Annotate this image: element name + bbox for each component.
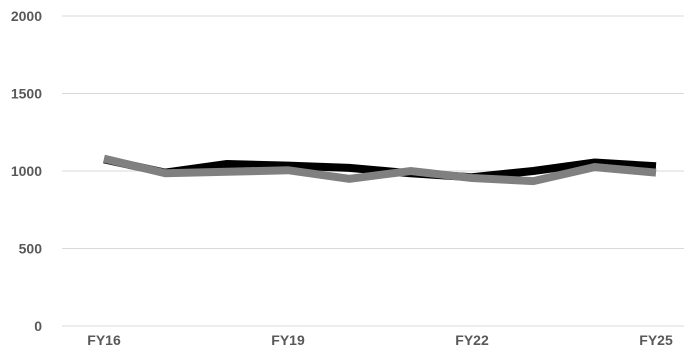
y-tick-label: 2000 xyxy=(11,8,42,24)
x-tick-label: FY25 xyxy=(639,332,673,348)
x-tick-label: FY19 xyxy=(271,332,305,348)
y-tick-label: 1000 xyxy=(11,163,42,179)
y-tick-label: 0 xyxy=(34,318,42,334)
y-tick-label: 1500 xyxy=(11,86,42,102)
x-tick-label: FY16 xyxy=(87,332,121,348)
y-tick-label: 500 xyxy=(19,241,43,257)
series-line-1 xyxy=(103,155,657,182)
series-line-2 xyxy=(103,154,657,186)
series-lines xyxy=(103,154,657,186)
x-axis-tick-labels: FY16 FY19 FY22 FY25 xyxy=(87,332,673,348)
x-tick-label: FY22 xyxy=(455,332,489,348)
y-axis-tick-labels: 0 500 1000 1500 2000 xyxy=(11,8,42,334)
